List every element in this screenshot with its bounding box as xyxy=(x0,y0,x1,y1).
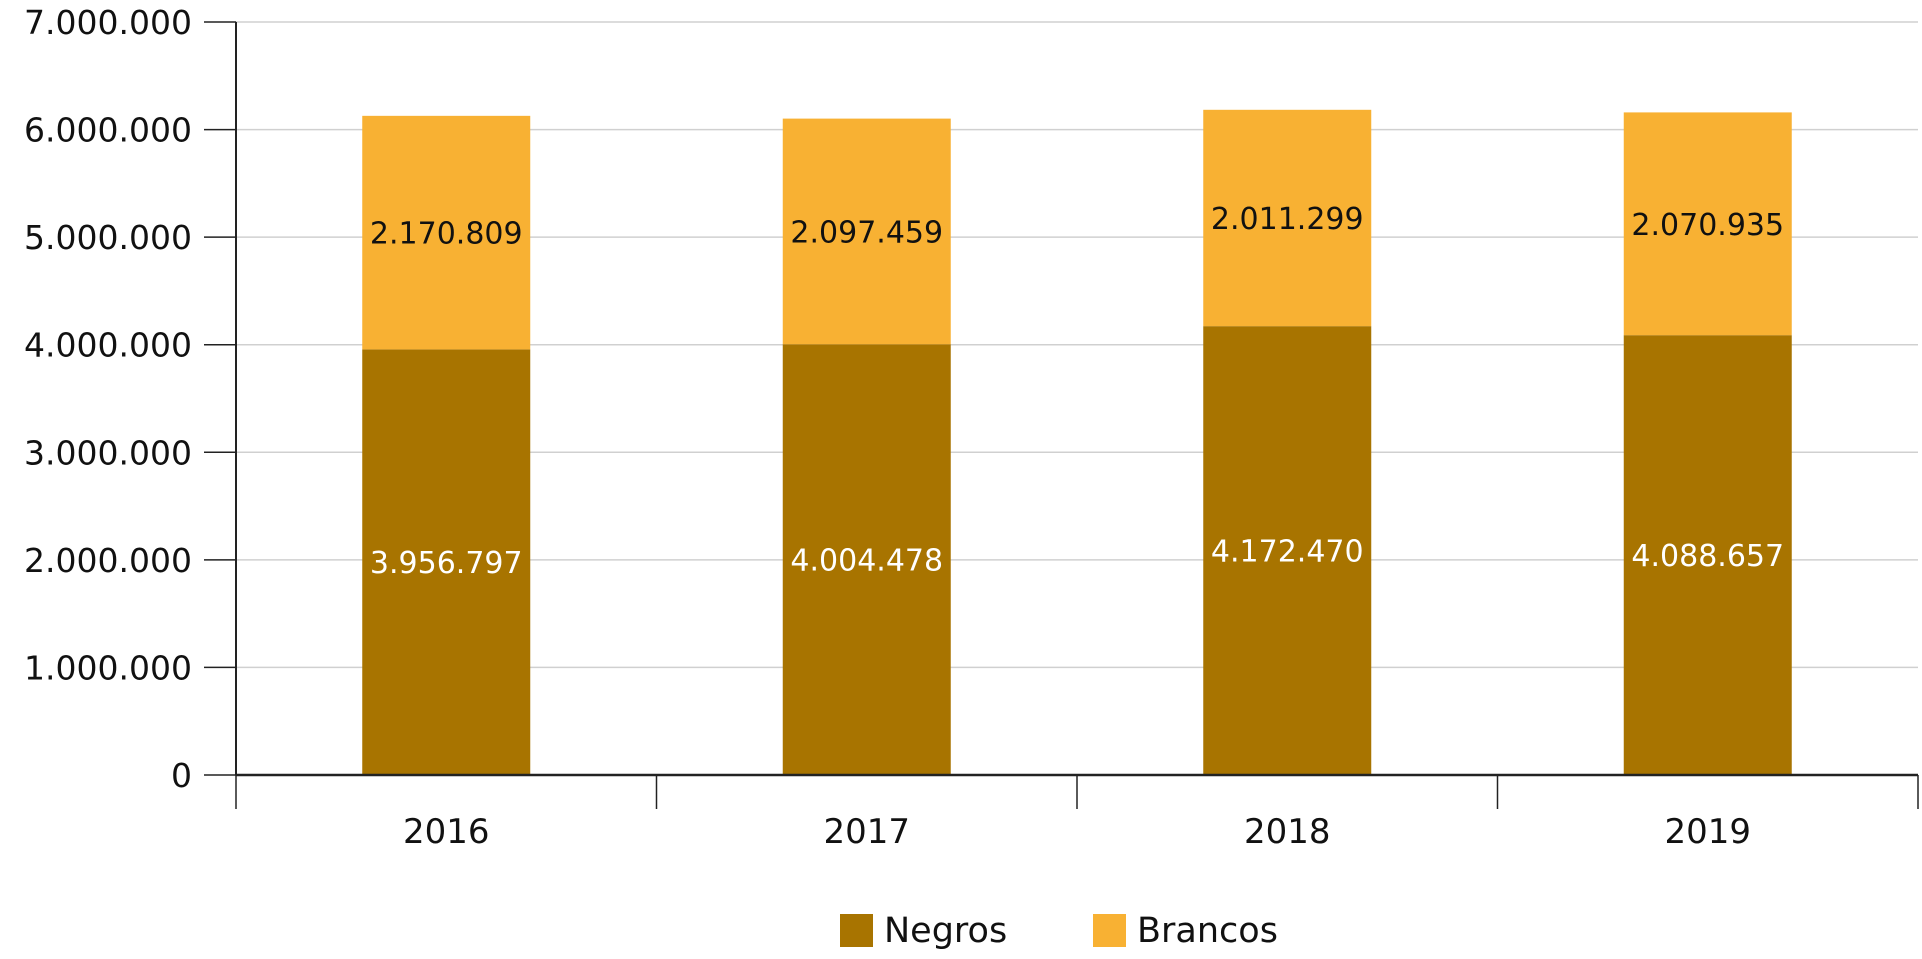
data-label-brancos: 2.070.935 xyxy=(1631,208,1784,243)
data-label-brancos: 2.097.459 xyxy=(790,215,943,250)
x-tick-label: 2019 xyxy=(1664,812,1751,852)
bar-segment-negros xyxy=(362,349,531,775)
data-label-negros: 3.956.797 xyxy=(370,546,523,581)
legend-label-brancos: Brancos xyxy=(1137,911,1278,951)
legend-label-negros: Negros xyxy=(884,911,1007,951)
bar-segment-negros xyxy=(1623,335,1792,775)
bar-segment-negros xyxy=(782,344,951,775)
x-tick-label: 2017 xyxy=(823,812,910,852)
axes: 0 1.000.000 2.000.000 3.000.000 4.000.000 5.0… xyxy=(24,3,1919,852)
legend: Negros Brancos xyxy=(840,911,1278,951)
legend-swatch-negros xyxy=(840,914,873,947)
legend-swatch-brancos xyxy=(1093,914,1126,947)
y-tick-label: 1.000.000 xyxy=(24,648,192,687)
bar-segment-brancos xyxy=(1623,112,1792,336)
y-tick-label: 4.000.000 xyxy=(24,326,192,365)
data-label-negros: 4.004.478 xyxy=(790,544,943,579)
y-tick-label: 5.000.000 xyxy=(24,218,192,257)
x-tick-label: 2018 xyxy=(1244,812,1331,852)
data-labels: 3.956.797 2.170.809 4.004.478 2.097.459 4.17… xyxy=(370,202,1784,581)
y-tick-label: 0 xyxy=(171,756,192,795)
y-tick-label: 3.000.000 xyxy=(24,433,192,472)
data-label-brancos: 2.170.809 xyxy=(370,217,523,252)
bar-segment-brancos xyxy=(782,118,951,345)
x-tick-label: 2016 xyxy=(403,812,490,852)
data-label-negros: 4.172.470 xyxy=(1211,535,1364,570)
bars xyxy=(362,109,1792,775)
y-tick-label: 2.000.000 xyxy=(24,541,192,580)
y-tick-label: 6.000.000 xyxy=(24,111,192,150)
bar-segment-brancos xyxy=(1203,109,1372,327)
bar-segment-brancos xyxy=(362,115,531,350)
y-tick-label: 7.000.000 xyxy=(24,3,192,42)
bar-segment-negros xyxy=(1203,326,1372,775)
data-label-brancos: 2.011.299 xyxy=(1211,202,1364,237)
data-label-negros: 4.088.657 xyxy=(1631,539,1784,574)
